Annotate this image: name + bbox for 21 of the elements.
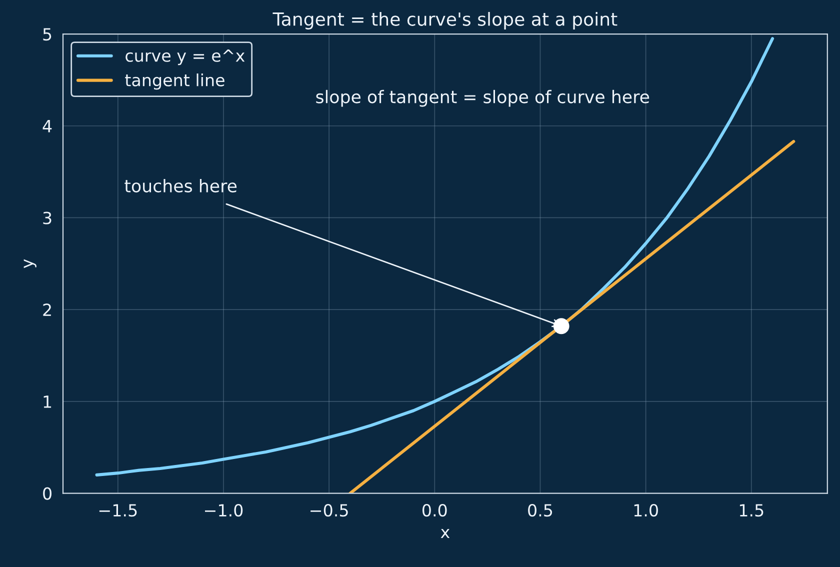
x-tick-label: 0.0 [422, 504, 447, 517]
legend-label: curve y = e^x [126, 50, 245, 66]
line-series [95, 37, 774, 476]
x-tick-label: −1.0 [205, 504, 243, 517]
annotation: touches here [124, 179, 237, 192]
y-tick-label: 4 [42, 120, 52, 132]
x-tick-label: 0.5 [528, 504, 552, 517]
x-tick-label: 1.5 [740, 504, 764, 517]
x-axis-title: x [440, 528, 450, 538]
y-axis-title: y [24, 259, 36, 268]
x-tick-label: 1.0 [634, 504, 658, 517]
y-tick-label: 1 [44, 396, 52, 408]
legend-label: tangent line [125, 73, 224, 90]
y-tick-label: 0 [43, 487, 52, 500]
y-tick-label: 5 [43, 28, 52, 41]
annotation: slope of tangent = slope of curve here [316, 90, 650, 107]
x-tick-label: −1.5 [99, 504, 137, 517]
y-tick-label: 3 [43, 212, 52, 224]
chart-title: Tangent = the curve's slope at a point [272, 12, 618, 30]
x-tick-label: −0.5 [310, 504, 348, 517]
y-tick-label: 2 [43, 304, 51, 316]
